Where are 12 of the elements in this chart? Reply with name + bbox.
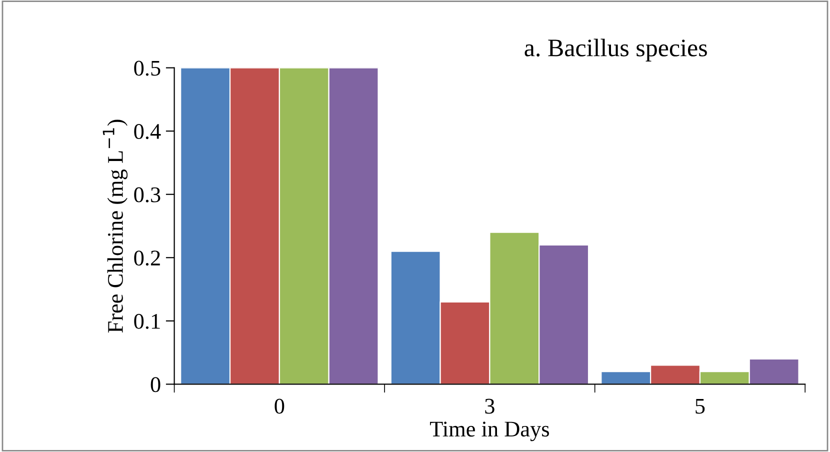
x-tick-label: 0 [274,398,284,414]
y-tick-label: 0.2 [134,250,160,266]
x-tick-label: 3 [485,398,494,414]
chart-title: a. Bacillus species [524,38,707,62]
y-tick-label: 0.1 [134,314,160,329]
y-tick-label: 0 [150,377,160,392]
y-tick-label: 0.3 [134,187,160,202]
y-tick-label: 0.4 [134,124,161,140]
y-axis-title: Free Chlorine (mg L$^{−1}$) [102,120,128,333]
x-axis-title: Time in Days [430,422,549,442]
y-tick-label: 0.5 [134,60,160,76]
x-tick-label: 5 [696,398,705,414]
